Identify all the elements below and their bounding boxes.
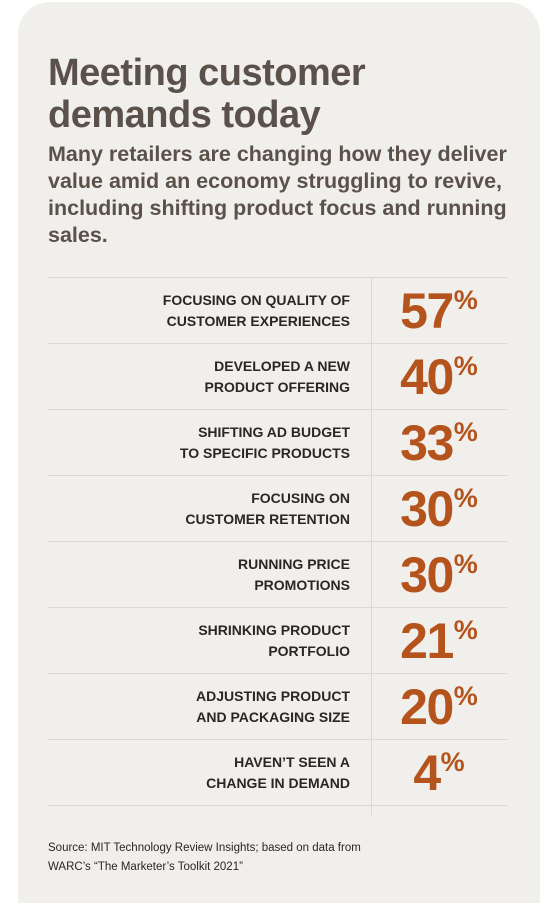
table-row: DEVELOPED A NEW PRODUCT OFFERING 40%	[48, 344, 507, 410]
table-row: RUNNING PRICE PROMOTIONS 30%	[48, 542, 507, 608]
row-label: ADJUSTING PRODUCT AND PACKAGING SIZE	[195, 687, 350, 725]
row-label: SHIFTING AD BUDGET TO SPECIFIC PRODUCTS	[179, 423, 350, 461]
infographic-card	[18, 2, 540, 903]
table-row: FOCUSING ON QUALITY OF CUSTOMER EXPERIEN…	[48, 278, 507, 344]
percent-sign: %	[453, 614, 478, 645]
percent-sign: %	[453, 284, 478, 315]
percent-sign: %	[453, 482, 478, 513]
row-value: 57%	[371, 286, 507, 336]
percent-sign: %	[453, 548, 478, 579]
row-value: 4%	[371, 748, 507, 798]
table-top-rule	[48, 277, 507, 278]
percent-sign: %	[453, 416, 478, 447]
row-value: 33%	[371, 418, 507, 468]
percent-sign: %	[453, 680, 478, 711]
value-number: 30	[400, 480, 454, 537]
table-row: HAVEN’T SEEN A CHANGE IN DEMAND 4%	[48, 740, 507, 806]
value-number: 33	[400, 414, 454, 471]
table-row: ADJUSTING PRODUCT AND PACKAGING SIZE 20%	[48, 674, 507, 740]
table-row: SHRINKING PRODUCT PORTFOLIO 21%	[48, 608, 507, 674]
row-label: HAVEN’T SEEN A CHANGE IN DEMAND	[206, 753, 350, 791]
value-number: 30	[400, 546, 454, 603]
percent-sign: %	[453, 350, 478, 381]
row-label: DEVELOPED A NEW PRODUCT OFFERING	[204, 357, 350, 395]
table-row: FOCUSING ON CUSTOMER RETENTION 30%	[48, 476, 507, 542]
percent-sign: %	[440, 746, 465, 777]
value-number: 21	[400, 612, 454, 669]
row-value: 20%	[371, 682, 507, 732]
stat-table: FOCUSING ON QUALITY OF CUSTOMER EXPERIEN…	[48, 278, 507, 806]
row-value: 30%	[371, 484, 507, 534]
chart-subtitle: Many retailers are changing how they del…	[48, 142, 507, 247]
value-number: 20	[400, 678, 454, 735]
row-label: SHRINKING PRODUCT PORTFOLIO	[198, 621, 350, 659]
row-value: 21%	[371, 616, 507, 666]
row-label: FOCUSING ON CUSTOMER RETENTION	[185, 489, 350, 527]
column-divider	[371, 278, 372, 815]
source-note: Source: MIT Technology Review Insights; …	[48, 842, 361, 873]
chart-title: Meeting customer demands today	[48, 52, 366, 136]
value-number: 57	[400, 282, 454, 339]
value-number: 4	[413, 744, 441, 801]
row-label: FOCUSING ON QUALITY OF CUSTOMER EXPERIEN…	[162, 291, 350, 329]
row-label: RUNNING PRICE PROMOTIONS	[237, 555, 350, 593]
value-number: 40	[400, 348, 454, 405]
row-value: 40%	[371, 352, 507, 402]
row-value: 30%	[371, 550, 507, 600]
table-row: SHIFTING AD BUDGET TO SPECIFIC PRODUCTS 3…	[48, 410, 507, 476]
